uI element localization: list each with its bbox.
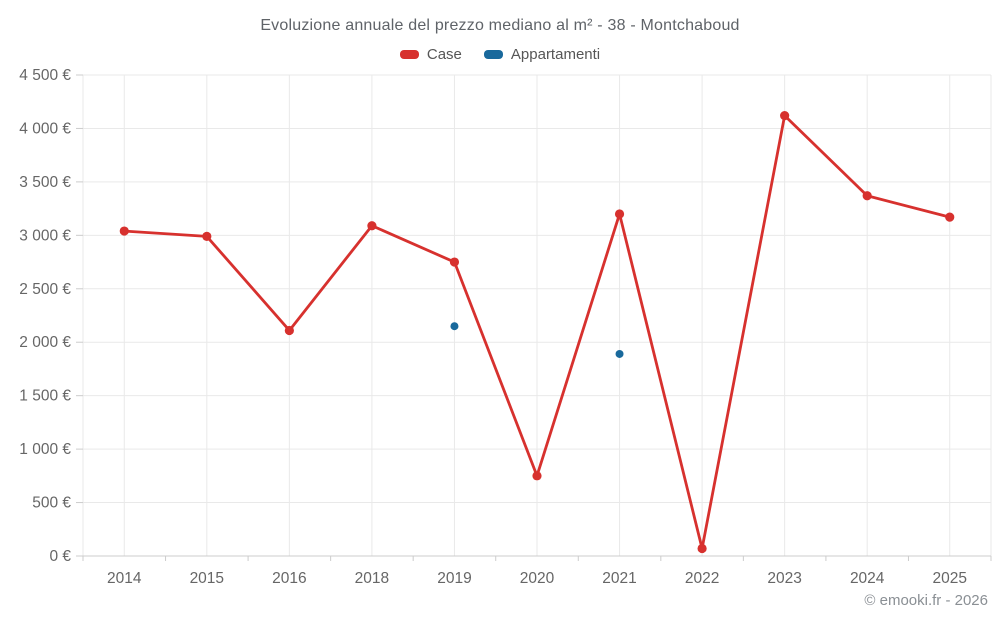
legend-item-appartamenti[interactable]: Appartamenti xyxy=(483,46,601,63)
svg-text:2021: 2021 xyxy=(602,570,636,587)
appartamenti-series-swatch-icon xyxy=(483,50,503,59)
svg-text:2014: 2014 xyxy=(107,570,142,587)
svg-text:2 500 €: 2 500 € xyxy=(19,281,71,298)
svg-text:2018: 2018 xyxy=(355,570,389,587)
legend-label-case: Case xyxy=(426,46,462,63)
case-series-swatch-icon xyxy=(399,50,419,59)
svg-text:2016: 2016 xyxy=(272,570,306,587)
svg-text:4 000 €: 4 000 € xyxy=(19,120,71,137)
svg-text:2025: 2025 xyxy=(932,570,966,587)
svg-text:2023: 2023 xyxy=(767,570,801,587)
svg-text:2022: 2022 xyxy=(685,570,719,587)
svg-text:2 000 €: 2 000 € xyxy=(19,334,71,351)
svg-text:3 000 €: 3 000 € xyxy=(19,227,71,244)
chart-legend: Case Appartamenti xyxy=(0,46,1000,63)
svg-text:0 €: 0 € xyxy=(49,548,71,565)
svg-text:4 500 €: 4 500 € xyxy=(19,67,71,84)
svg-text:2020: 2020 xyxy=(520,570,555,587)
legend-item-case[interactable]: Case xyxy=(399,46,462,63)
copyright-credit: © emooki.fr - 2026 xyxy=(864,592,988,609)
svg-text:500 €: 500 € xyxy=(32,495,71,512)
page-title: Evoluzione annuale del prezzo mediano al… xyxy=(260,17,740,34)
svg-text:1 500 €: 1 500 € xyxy=(19,388,71,405)
svg-text:1 000 €: 1 000 € xyxy=(19,441,71,458)
svg-text:2015: 2015 xyxy=(190,570,224,587)
legend-label-appartamenti: Appartamenti xyxy=(510,46,601,63)
svg-text:2019: 2019 xyxy=(437,570,471,587)
svg-text:3 500 €: 3 500 € xyxy=(19,174,71,191)
svg-text:2024: 2024 xyxy=(850,570,885,587)
